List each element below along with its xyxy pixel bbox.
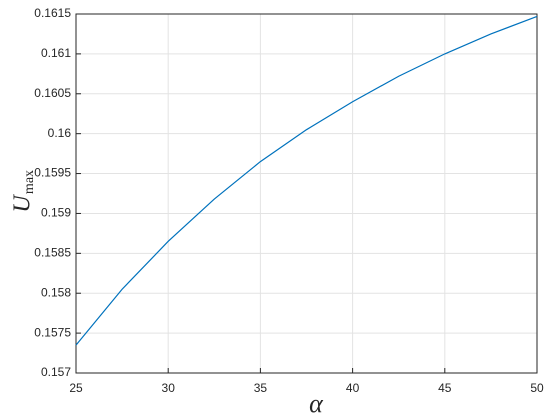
plot-frame: [75, 13, 538, 374]
y-axis-label-group: U max: [10, 170, 38, 213]
y-tick-label: 0.1605: [34, 86, 71, 100]
y-tick-label: 0.1585: [34, 246, 71, 260]
y-tick-label: 0.1615: [34, 6, 71, 20]
x-axis-label: α: [309, 389, 324, 418]
data-line: [75, 15, 538, 346]
x-tick-label: 25: [69, 381, 83, 395]
y-tick-label: 0.1595: [34, 166, 71, 180]
x-tick-label: 40: [346, 381, 360, 395]
x-tick-label: 35: [254, 381, 268, 395]
y-tick-label: 0.157: [41, 365, 71, 379]
x-tick-label: 50: [530, 381, 544, 395]
y-tick-label: 0.159: [41, 206, 71, 220]
y-tick-label: 0.158: [41, 285, 71, 299]
y-tick-label: 0.16: [48, 126, 72, 140]
y-axis-label: U: [10, 194, 36, 213]
y-tick-label: 0.1575: [34, 325, 71, 339]
y-axis-label-sub: max: [22, 170, 37, 194]
x-tick-label: 45: [438, 381, 452, 395]
y-tick-label: 0.161: [41, 46, 71, 60]
x-tick-label: 30: [162, 381, 176, 395]
